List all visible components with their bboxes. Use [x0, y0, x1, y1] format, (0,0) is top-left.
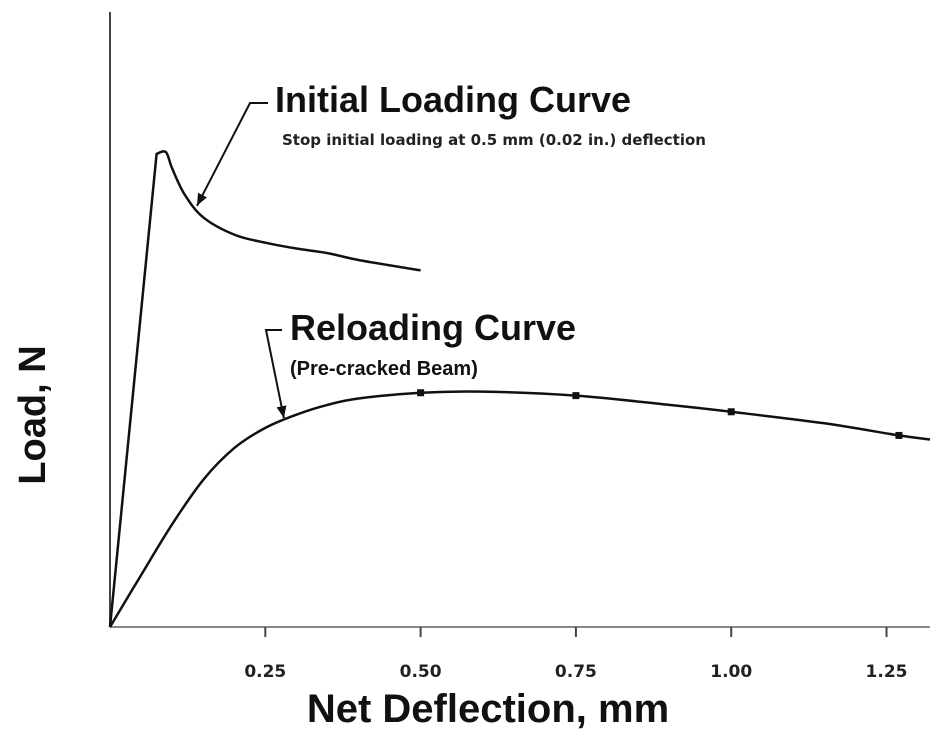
- series-line-1: [108, 150, 421, 628]
- annotation-leader-initial: [196, 102, 268, 207]
- annotation-arrowhead-reload: [276, 405, 287, 419]
- y-axis-label: Load, N: [12, 345, 54, 484]
- annotation-subtitle-reload: (Pre-cracked Beam): [290, 358, 478, 380]
- x-tick-label: 0.50: [400, 662, 442, 682]
- x-tick-label: 0.75: [555, 662, 597, 682]
- x-tick-label: 1.00: [710, 662, 752, 682]
- axes: [109, 12, 930, 628]
- x-ticks: 0.25 0.50 0.75 1.00 1.25: [244, 627, 907, 682]
- annotation-leader-reload: [264, 329, 285, 419]
- data-point-marker: [727, 408, 735, 416]
- series-layer: [108, 150, 931, 628]
- annotation-title-reload: Reloading Curve: [290, 307, 576, 348]
- x-tick-label: 1.25: [866, 662, 908, 682]
- annotation-subtitle-initial: Stop initial loading at 0.5 mm (0.02 in.…: [282, 131, 706, 149]
- data-point-marker: [572, 392, 580, 400]
- annotation-title-initial: Initial Loading Curve: [275, 79, 631, 120]
- data-point-marker: [895, 431, 903, 439]
- x-tick-label: 0.25: [244, 662, 286, 682]
- series-line-2: [108, 390, 931, 628]
- annotation-arrowhead-initial: [197, 192, 207, 206]
- x-axis-label: Net Deflection, mm: [307, 687, 669, 731]
- data-point-marker: [417, 389, 425, 397]
- annotations: Initial Loading Curve Stop initial loadin…: [196, 79, 706, 419]
